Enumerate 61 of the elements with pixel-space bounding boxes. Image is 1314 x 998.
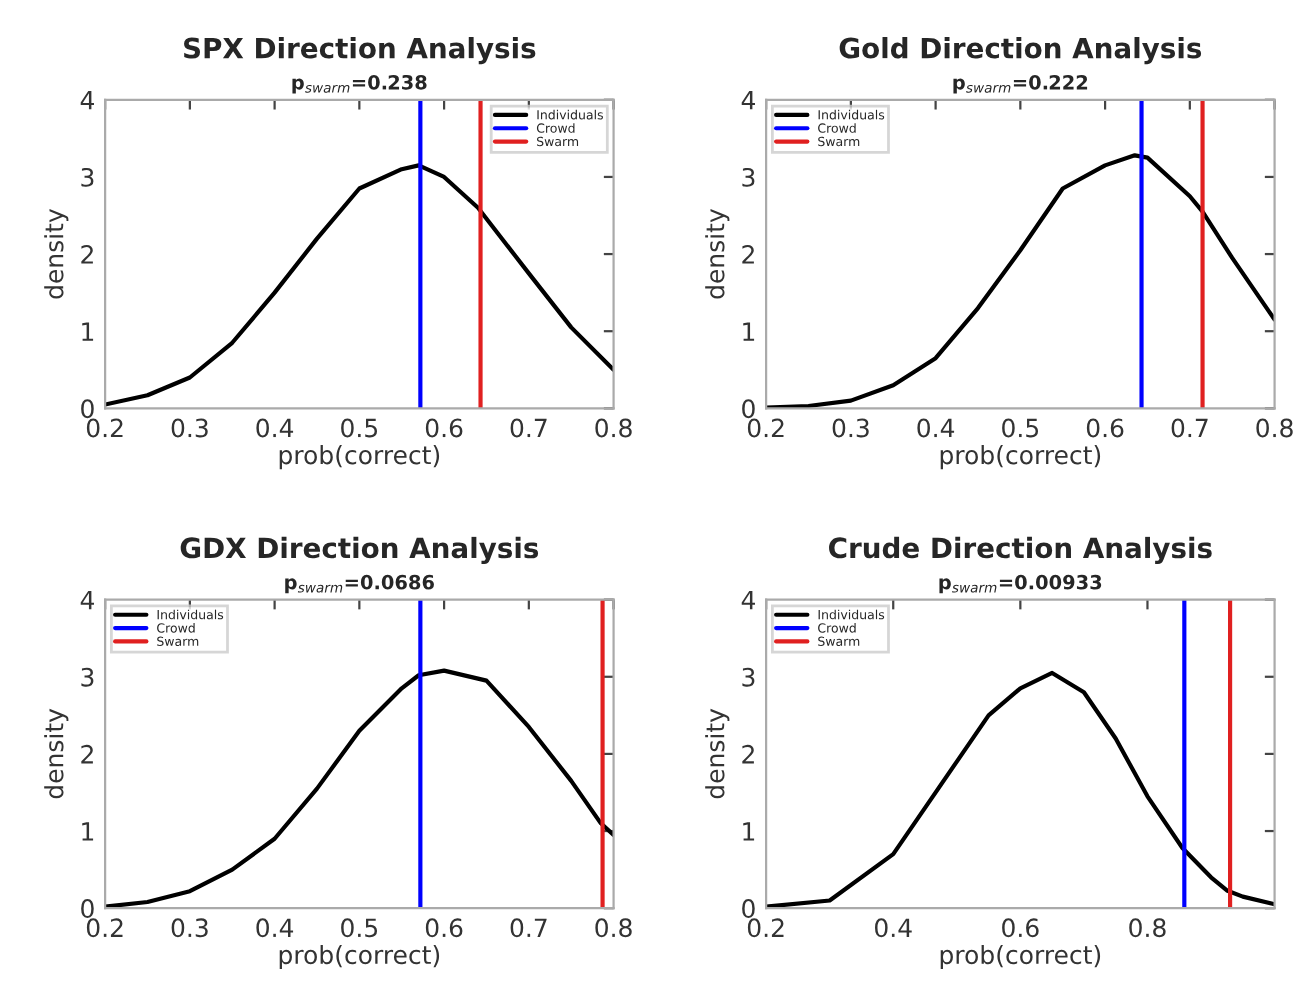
y-axis-title: density: [44, 208, 69, 299]
x-tick-label: 0.7: [1171, 418, 1208, 438]
y-axis-title: density: [44, 708, 69, 799]
x-tick-label: 0.2: [747, 918, 784, 938]
x-tick-label: 0.5: [341, 918, 378, 938]
y-tick-label: 1: [82, 322, 94, 341]
chart-title: GDX Direction Analysis: [180, 536, 539, 564]
y-tick-label: 3: [742, 667, 755, 687]
x-tick-label: 0.6: [1002, 918, 1039, 938]
chart-title: SPX Direction Analysis: [184, 37, 536, 65]
y-tick-label: 2: [81, 245, 93, 264]
y-tick-label: 0: [81, 899, 94, 919]
x-tick-label: 0.2: [86, 418, 123, 438]
x-axis-title: prob(correct): [940, 944, 1101, 970]
x-tick-label: 0.5: [341, 418, 378, 438]
chart-subtitle: p$_{swarm}$=0.238: [292, 74, 427, 94]
x-tick-label: 0.4: [917, 418, 955, 438]
y-tick-label: 3: [81, 167, 94, 187]
y-axis-title: density: [705, 708, 730, 799]
x-tick-label: 0.3: [171, 418, 208, 438]
x-tick-label: 0.8: [1129, 918, 1166, 938]
y-tick-label: 4: [80, 590, 94, 610]
x-tick-label: 0.6: [1086, 418, 1124, 438]
y-tick-label: 0: [742, 899, 755, 919]
chart-title: Gold Direction Analysis: [839, 37, 1202, 65]
chart-subtitle: p$_{swarm}$=0.0686: [285, 574, 434, 594]
y-tick-label: 4: [741, 590, 755, 610]
x-tick-label: 0.8: [595, 918, 632, 938]
x-tick-label: 0.4: [875, 918, 912, 938]
x-tick-label: 0.8: [595, 418, 632, 438]
x-axis-title: prob(correct): [279, 445, 440, 470]
x-axis-title: prob(correct): [279, 944, 440, 970]
y-tick-label: 2: [742, 744, 754, 764]
y-tick-label: 4: [741, 91, 755, 110]
chart-title: Crude Direction Analysis: [829, 536, 1212, 564]
y-tick-label: 3: [81, 667, 94, 687]
x-tick-label: 0.4: [256, 418, 294, 438]
y-tick-label: 1: [82, 822, 94, 841]
y-tick-label: 1: [743, 822, 755, 841]
y-tick-label: 3: [742, 167, 755, 187]
x-tick-label: 0.5: [1002, 418, 1039, 438]
x-tick-label: 0.2: [747, 418, 784, 438]
x-tick-label: 0.7: [510, 918, 547, 938]
y-tick-label: 4: [80, 91, 94, 110]
x-tick-label: 0.6: [425, 918, 463, 938]
y-tick-label: 2: [742, 245, 754, 264]
x-tick-label: 0.8: [1256, 418, 1293, 438]
chart-subtitle: p$_{swarm}$=0.222: [953, 74, 1088, 94]
x-tick-label: 0.6: [425, 418, 463, 438]
y-axis-title: density: [705, 208, 730, 299]
y-tick-label: 2: [81, 744, 93, 764]
y-tick-label: 1: [743, 322, 755, 341]
x-tick-label: 0.2: [86, 918, 123, 938]
x-axis-title: prob(correct): [940, 445, 1101, 470]
x-tick-label: 0.3: [832, 418, 869, 438]
x-tick-label: 0.3: [171, 918, 208, 938]
x-tick-label: 0.4: [256, 918, 294, 938]
chart-subtitle: p$_{swarm}$=0.00933: [939, 574, 1102, 594]
y-tick-label: 0: [81, 399, 94, 419]
y-tick-label: 0: [742, 399, 755, 419]
x-tick-label: 0.7: [510, 418, 547, 438]
